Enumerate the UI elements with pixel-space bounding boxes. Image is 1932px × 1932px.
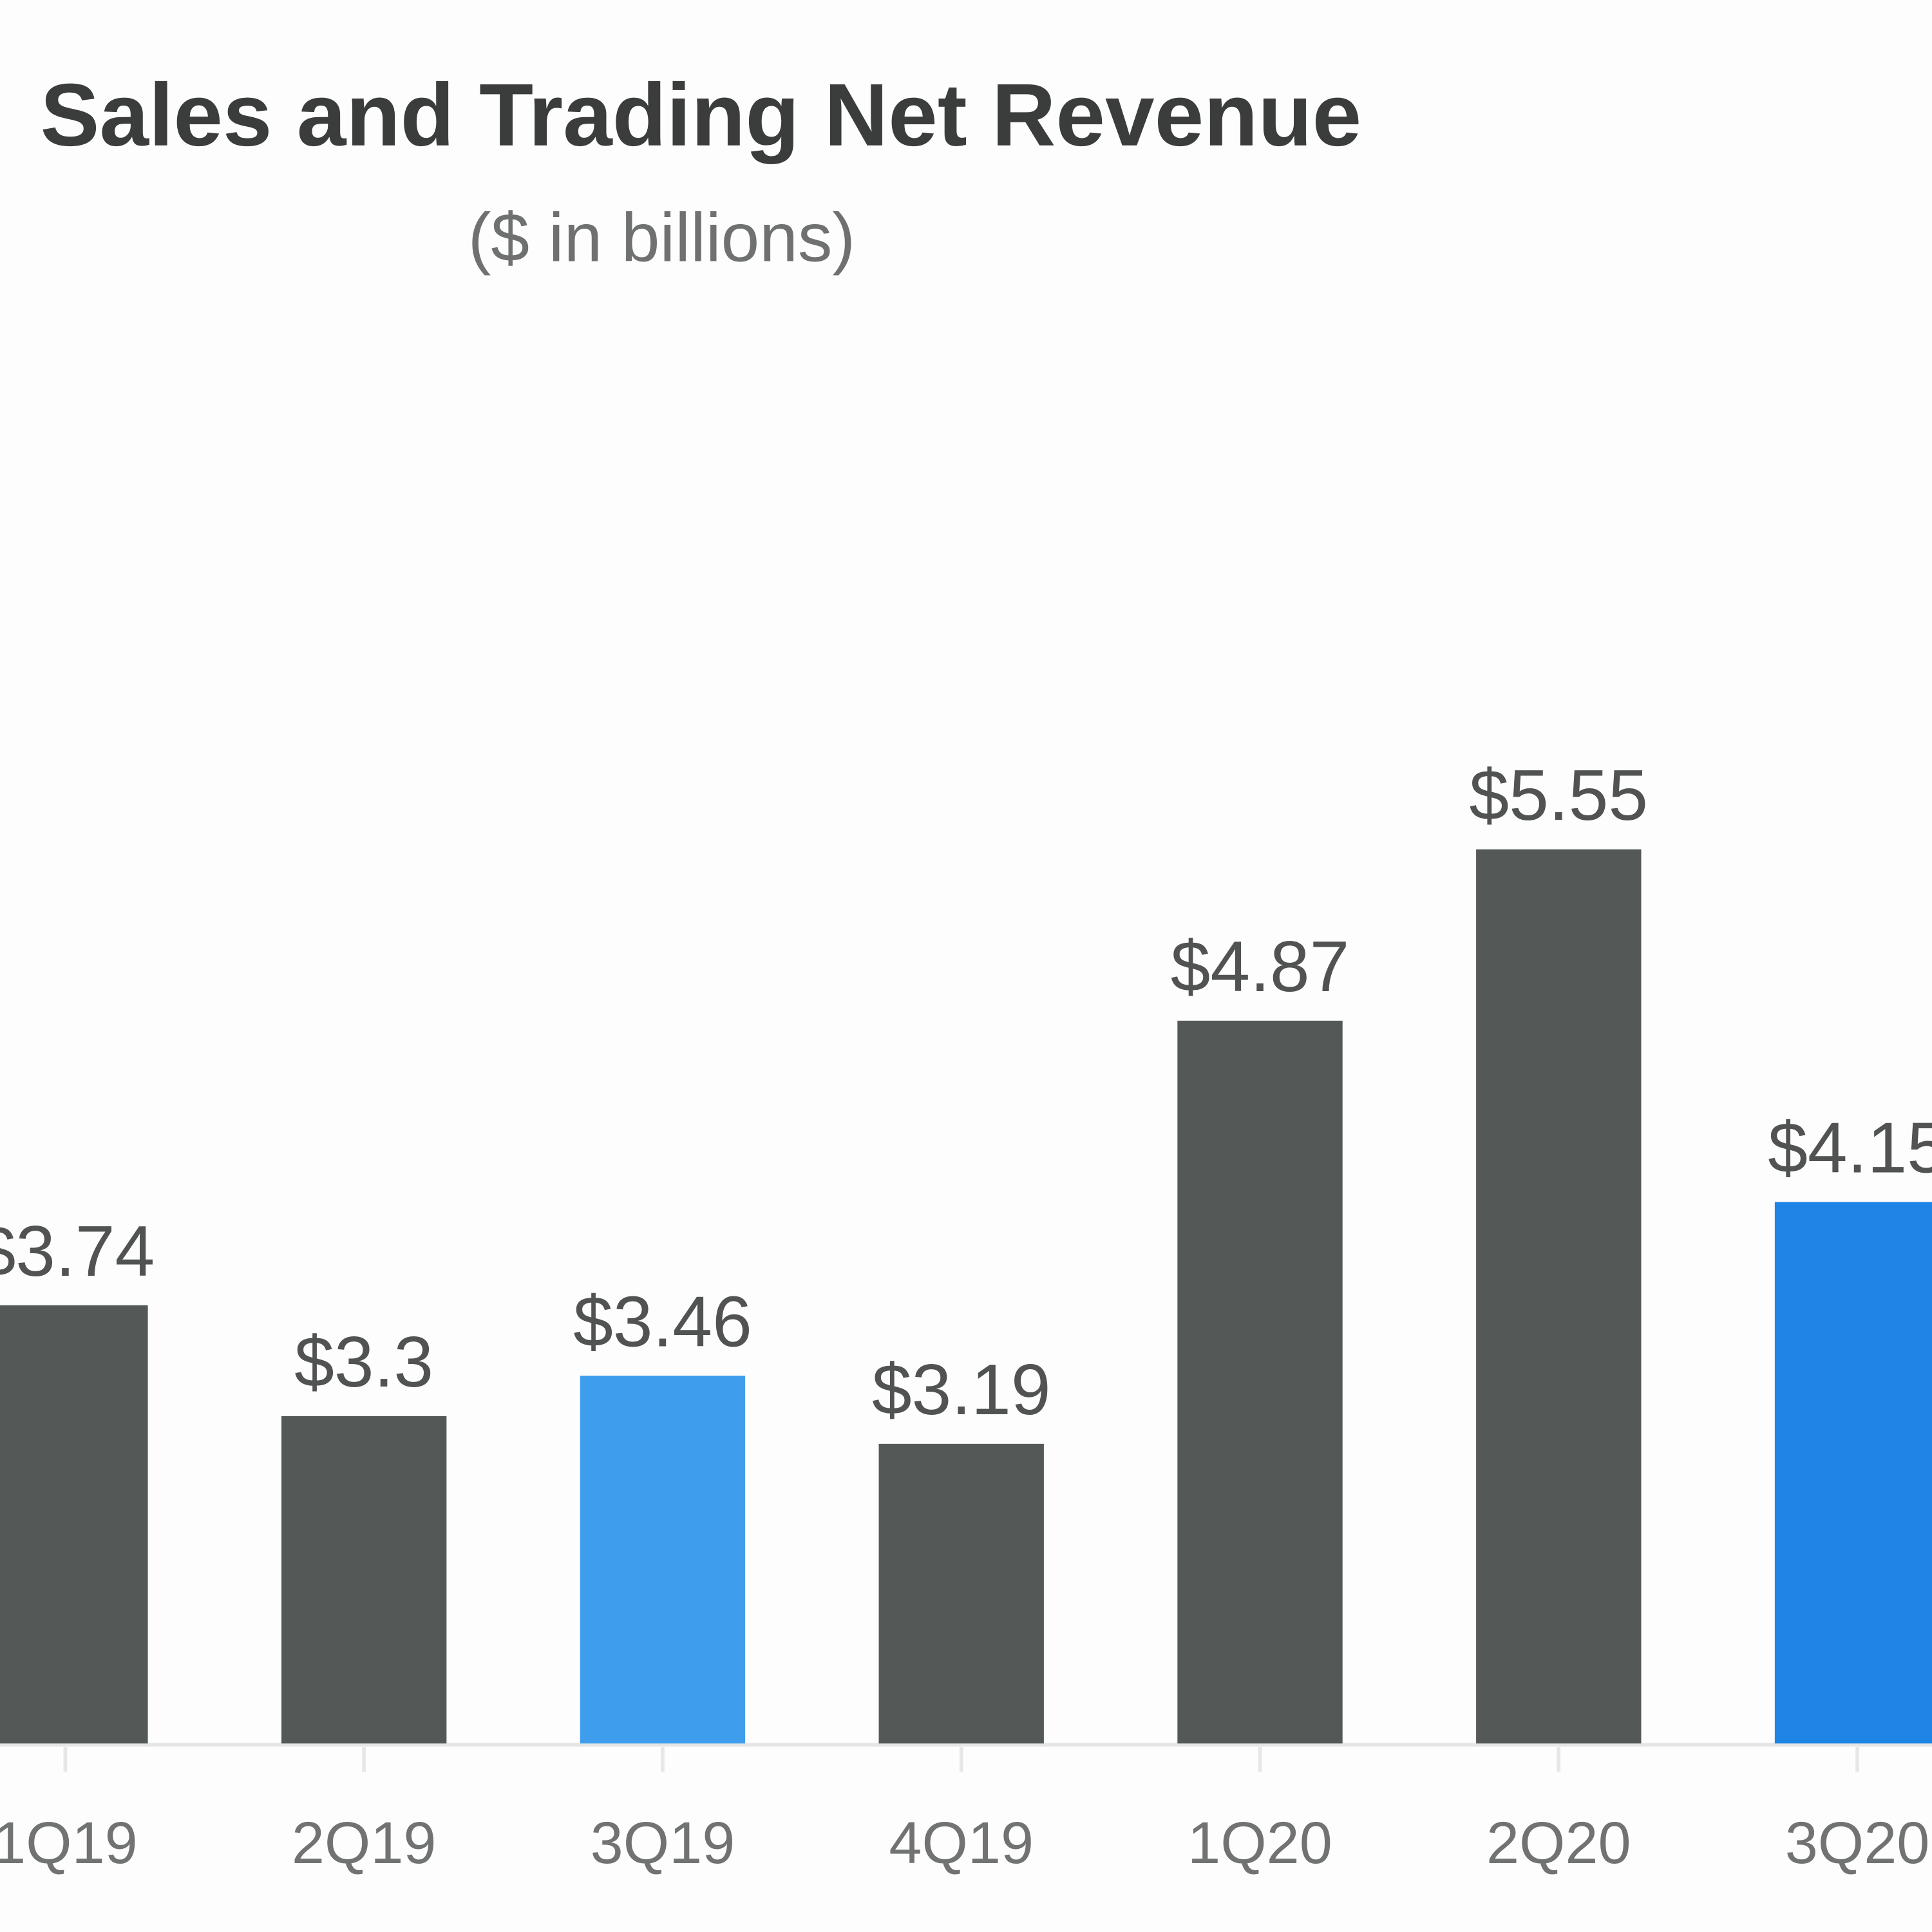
- chart-subtitle: ($ in billions): [468, 199, 855, 276]
- bar-2Q20: [1476, 849, 1642, 1744]
- category-label: 3Q20: [1785, 1810, 1930, 1876]
- value-label: $5.55: [1469, 755, 1648, 835]
- bar-4Q19: [878, 1443, 1044, 1744]
- value-label: $3.74: [0, 1211, 155, 1291]
- category-label: 2Q20: [1486, 1810, 1631, 1876]
- value-label: $3.19: [872, 1350, 1051, 1430]
- bar-3Q20: [1774, 1202, 1932, 1744]
- value-label: $4.87: [1171, 927, 1350, 1007]
- value-label: $3.3: [294, 1322, 433, 1402]
- bar-1Q19: [0, 1305, 148, 1744]
- category-label: 2Q19: [292, 1810, 437, 1876]
- category-label: 1Q20: [1188, 1810, 1332, 1876]
- value-label: $4.15: [1768, 1108, 1932, 1188]
- bar-2Q19: [281, 1416, 447, 1744]
- category-label: 1Q19: [0, 1810, 138, 1876]
- bar-1Q20: [1177, 1020, 1343, 1744]
- category-label: 4Q19: [889, 1810, 1034, 1876]
- chart-title: Sales and Trading Net Revenue: [41, 66, 1362, 165]
- category-label: 3Q19: [591, 1810, 735, 1876]
- value-label: $3.46: [573, 1282, 752, 1361]
- bar-3Q19: [580, 1376, 746, 1744]
